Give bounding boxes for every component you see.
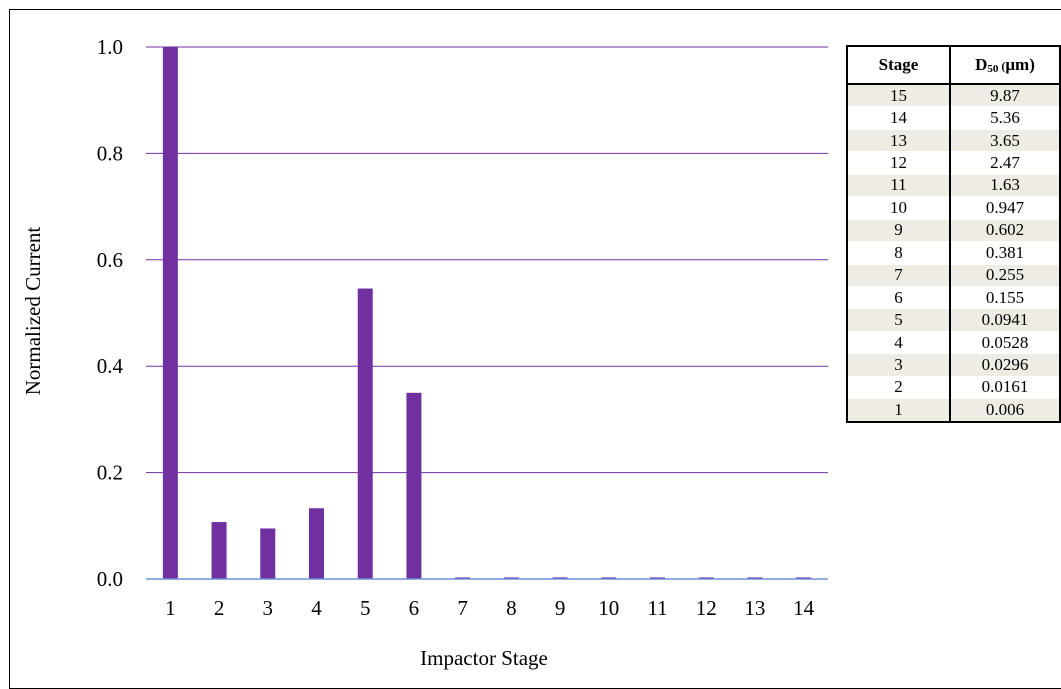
x-tick-label: 4 [311,596,322,620]
x-axis-label: Impactor Stage [420,646,548,670]
bar [747,577,763,579]
bar [406,392,422,579]
stage-cell: 4 [847,330,951,354]
x-tick-label: 1 [165,596,176,620]
bar [357,288,373,579]
bar [211,522,227,579]
x-tick-label: 13 [744,596,765,620]
x-tick-label: 5 [360,596,371,620]
bar [650,577,665,579]
table-row: 8 0.381 [847,241,1060,264]
x-tick-label: 10 [598,596,619,620]
table-row: 1 0.006 [847,398,1060,422]
x-tick-label: 7 [457,596,468,620]
d50-cell: 0.602 [949,218,1060,242]
stage-cell: 13 [847,128,951,152]
d50-cell: 0.155 [949,285,1060,309]
y-axis-label: Normalized Current [21,227,45,396]
table-row: 9 0.602 [847,218,1060,242]
table-row: 4 0.0528 [847,330,1060,354]
y-tick-label: 0.4 [97,354,124,378]
y-tick-label: 0.0 [97,567,123,591]
x-tick-labels: 1 2 3 4 5 6 7 8 9 10 11 12 13 14 [165,596,815,620]
header-d-subscript: 50 [987,63,999,75]
d50-cell: 0.006 [949,398,1060,422]
x-tick-label: 6 [409,596,420,620]
y-tick-label: 0.8 [97,141,123,165]
table-row: 10 0.947 [847,196,1060,220]
bar [552,577,568,579]
x-tick-label: 3 [263,596,274,620]
bar [162,47,178,579]
x-tick-label: 12 [696,596,717,620]
header-d50: D50 (μm) [949,46,1060,85]
table-row: 13 3.65 [847,128,1060,152]
header-unit-mu: μm [1005,55,1030,74]
gridlines [146,46,828,474]
d50-cell: 0.0528 [949,330,1060,354]
table-row: 14 5.36 [847,106,1060,130]
bar [455,577,471,579]
bar [796,577,812,579]
d50-cell: 9.87 [949,83,1060,107]
d50-cell: 5.36 [949,106,1060,130]
bar [601,577,617,579]
stage-cell: 8 [847,241,951,264]
header-stage: Stage [847,46,951,85]
d50-cell: 0.255 [949,263,1060,287]
header-unit: ( [998,59,1006,73]
bar [503,577,519,579]
table-header-row: Stage D50 (μm) [847,46,1060,85]
d50-cell: 0.0941 [949,308,1060,332]
stage-cell: 14 [847,106,951,130]
y-tick-label: 0.2 [97,461,123,485]
bar [309,508,324,579]
table-row: 7 0.255 [847,263,1060,287]
table-row: 2 0.0161 [847,375,1060,399]
stage-cell: 15 [847,83,951,107]
stage-cell: 11 [847,173,951,197]
header-unit-close: ) [1029,55,1035,74]
d50-cell: 1.63 [949,173,1060,197]
header-d-symbol: D [975,55,988,74]
stage-cell: 1 [847,398,951,422]
table-row: 11 1.63 [847,173,1060,197]
stage-cell: 6 [847,285,951,309]
x-tick-label: 9 [555,596,566,620]
bars [162,47,812,579]
table-row: 3 0.0296 [847,353,1060,377]
bar-chart: 0.00.20.40.60.81.0 1 2 3 4 5 6 7 8 9 10 11 12 13 14 I… [21,35,828,670]
x-tick-label: 2 [214,596,225,620]
d50-cell: 0.947 [949,196,1060,220]
d50-cell: 2.47 [949,151,1060,175]
y-tick-label: 1.0 [97,35,123,59]
stage-cell: 5 [847,308,951,332]
stage-cell: 9 [847,218,951,242]
x-tick-label: 11 [647,596,667,620]
y-tick-label: 0.6 [97,248,123,272]
table-row: 15 9.87 [847,83,1060,107]
bar [260,528,276,579]
x-tick-label: 14 [793,596,815,620]
d50-cell: 3.65 [949,128,1060,152]
stage-cell: 12 [847,151,951,175]
table-row: 5 0.0941 [847,308,1060,332]
stage-cell: 10 [847,196,951,220]
d50-cell: 0.0296 [949,353,1060,377]
stage-cell: 3 [847,353,951,377]
table-body: 15 9.87 14 5.36 13 3.65 12 2.47 11 1.63 10 0.947 9 0.… [847,83,1060,422]
x-tick-label: 8 [506,596,517,620]
bar [698,577,714,579]
d50-cell: 0.381 [949,241,1060,264]
y-tick-labels: 0.0 0.2 0.4 0.6 0.8 1.0 [97,35,124,591]
table-row: 6 0.155 [847,285,1060,309]
d50-cell: 0.0161 [949,375,1060,399]
table-row: 12 2.47 [847,151,1060,175]
stage-cell: 7 [847,263,951,287]
d50-table: Stage D50 (μm) 15 9.87 14 5.36 13 3.65 12 2.47 1… [846,45,1061,423]
stage-cell: 2 [847,375,951,399]
